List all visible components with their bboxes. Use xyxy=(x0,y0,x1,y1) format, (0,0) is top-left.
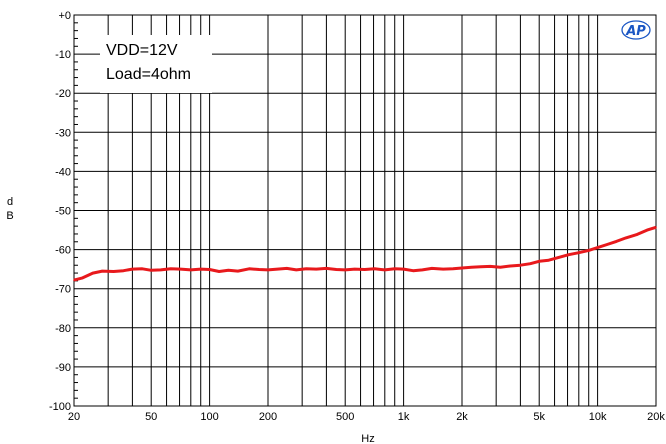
series-point xyxy=(538,260,541,263)
series-point xyxy=(295,269,298,271)
series-point xyxy=(636,233,638,236)
series-point xyxy=(248,267,250,270)
series-point xyxy=(199,268,202,270)
series-point xyxy=(452,267,454,270)
series-point xyxy=(363,268,366,271)
series-point xyxy=(189,269,192,271)
series-point xyxy=(305,267,308,270)
x-tick-label: 20 xyxy=(68,411,80,423)
ap-logo-ring xyxy=(621,20,651,40)
series-point xyxy=(218,270,220,273)
y-tick-label: -80 xyxy=(55,323,71,335)
series-point xyxy=(169,267,172,270)
series-point xyxy=(208,268,211,271)
series-point xyxy=(150,269,153,272)
x-tick-label: 10k xyxy=(589,411,607,423)
x-tick-label: 20k xyxy=(647,411,665,423)
series-point xyxy=(567,253,570,256)
y-axis-label-line-2: B xyxy=(6,210,13,222)
series-point xyxy=(509,265,512,267)
y-tick-label: -50 xyxy=(55,206,71,218)
series-point xyxy=(315,268,318,270)
series-point xyxy=(131,268,134,270)
y-tick-label: -100 xyxy=(49,401,71,413)
y-tick-label: -70 xyxy=(55,284,71,296)
series-point xyxy=(529,262,532,265)
series-point xyxy=(344,269,347,271)
series-point xyxy=(596,246,599,249)
series-point xyxy=(267,269,269,271)
x-tick-label: 100 xyxy=(200,411,218,423)
x-tick-label: 200 xyxy=(259,411,277,423)
series-point xyxy=(557,256,560,259)
series-point xyxy=(470,266,473,268)
series-point xyxy=(227,269,230,272)
series-point xyxy=(442,268,444,270)
series-point xyxy=(258,268,260,271)
plot-frame xyxy=(73,14,657,407)
series-point xyxy=(393,267,396,270)
annotation-line-2: Load=4ohm xyxy=(106,66,191,83)
series-point xyxy=(421,269,424,271)
series-point xyxy=(81,277,83,279)
series-point xyxy=(286,267,288,270)
minor-ticks xyxy=(74,22,78,399)
series-point xyxy=(519,264,522,267)
series-point xyxy=(402,268,405,270)
y-tick-label: -30 xyxy=(55,127,71,139)
series-point xyxy=(646,229,648,231)
y-tick-label: -60 xyxy=(55,245,71,257)
x-tick-label: 50 xyxy=(145,411,157,423)
series-point xyxy=(353,268,356,270)
series-point xyxy=(92,272,94,274)
annotation-box xyxy=(100,35,212,93)
series-point xyxy=(179,268,182,270)
series-point xyxy=(461,267,463,269)
ap-logo-text: AP xyxy=(625,24,646,39)
y-tick-label: -90 xyxy=(55,362,71,374)
series-point xyxy=(159,269,162,271)
series-point xyxy=(431,267,433,270)
x-tick-label: 2k xyxy=(456,411,468,423)
series-point xyxy=(335,268,338,271)
series-point xyxy=(276,268,279,270)
series-point xyxy=(383,269,386,271)
series-point xyxy=(606,243,608,246)
y-tick-label: -40 xyxy=(55,166,71,178)
series-point xyxy=(489,265,492,268)
series-point xyxy=(325,267,328,270)
x-tick-label: 5k xyxy=(533,411,545,423)
series-point xyxy=(112,270,115,273)
series-point xyxy=(412,269,414,272)
x-axis-label: Hz xyxy=(361,433,374,444)
series-point xyxy=(73,279,75,281)
y-tick-label: +0 xyxy=(58,10,71,22)
series-point xyxy=(615,240,618,243)
x-tick-labels: 20 50 100 200 500 1k 2k 5k 10k 20k xyxy=(68,411,665,423)
y-axis-label-line-1: d xyxy=(7,196,13,208)
x-tick-label: 500 xyxy=(336,411,354,423)
series-point xyxy=(625,237,627,239)
annotation-line-1: VDD=12V xyxy=(106,42,178,59)
y-tick-label: -10 xyxy=(55,49,71,61)
series-point xyxy=(373,267,376,270)
series-point xyxy=(577,251,580,254)
x-tick-label: 1k xyxy=(398,411,410,423)
series-point xyxy=(499,266,502,268)
y-tick-labels: +0 -10 -20 -30 -40 -50 -60 -70 -80 -90 -100 xyxy=(49,10,71,413)
series-point xyxy=(101,270,104,272)
y-tick-label: -20 xyxy=(55,88,71,100)
series-point xyxy=(122,269,125,272)
ap-logo: AP xyxy=(621,20,651,40)
series-point xyxy=(237,270,239,272)
series-point xyxy=(547,259,550,261)
series-point xyxy=(587,249,590,252)
series-point xyxy=(655,226,657,229)
series-point xyxy=(141,267,144,270)
series-point xyxy=(480,266,482,268)
series-group xyxy=(73,225,657,282)
